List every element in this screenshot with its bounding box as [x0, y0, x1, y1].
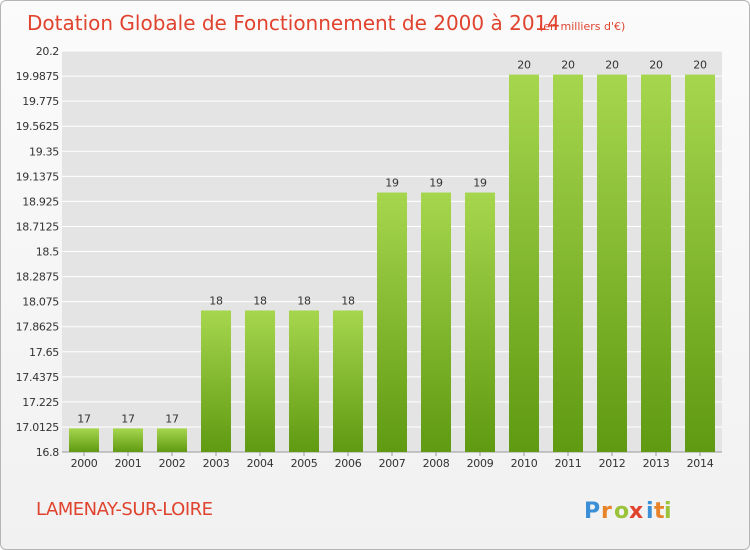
data-label: 20	[517, 59, 531, 72]
bar	[245, 310, 275, 452]
y-tick-label: 17.65	[29, 346, 59, 359]
x-tick-label: 2001	[115, 457, 142, 470]
y-tick-label: 17.0125	[16, 421, 60, 434]
y-tick-label: 17.225	[22, 396, 59, 409]
data-label: 20	[693, 59, 707, 72]
bar	[597, 74, 627, 453]
x-axis-ticks: 2000 2001 2002 2003 2004 2005 2006 2007 2008 2009…	[71, 452, 714, 470]
chart-title: Dotation Globale de Fonctionnement de 20…	[27, 11, 560, 35]
y-tick-label: 18.075	[22, 296, 59, 309]
x-tick-label: 2010	[511, 457, 538, 470]
y-tick-label: 19.35	[29, 145, 59, 158]
bar	[509, 74, 539, 453]
x-tick-label: 2002	[159, 457, 186, 470]
bar	[685, 74, 715, 453]
bar	[553, 74, 583, 453]
data-label: 19	[385, 177, 399, 190]
x-tick-label: 2011	[555, 457, 582, 470]
x-tick-label: 2004	[247, 457, 274, 470]
data-label: 18	[341, 294, 355, 307]
bar	[157, 428, 187, 452]
bars: 17 17 17 18 18 18 18 19 19 19 20 20 20 20 20	[69, 59, 715, 453]
data-label: 18	[297, 294, 311, 307]
data-label: 17	[165, 412, 179, 425]
x-tick-label: 2003	[203, 457, 230, 470]
bar	[113, 428, 143, 452]
x-tick-label: 2009	[467, 457, 494, 470]
y-axis-ticks: 20.2 19.9875 19.775 19.5625 19.35 19.1375 18.9…	[16, 45, 60, 459]
x-tick-label: 2000	[71, 457, 98, 470]
logo-letter: t	[654, 499, 665, 524]
y-tick-label: 18.5	[36, 246, 60, 259]
data-label: 17	[77, 412, 91, 425]
logo-letter: i	[646, 499, 654, 524]
bar	[641, 74, 671, 453]
y-tick-label: 17.8625	[16, 321, 60, 334]
bar	[377, 192, 407, 452]
data-label: 17	[121, 412, 135, 425]
bar	[465, 192, 495, 452]
x-tick-label: 2005	[291, 457, 318, 470]
commune-name: LAMENAY-SUR-LOIRE	[36, 499, 213, 520]
logo-letter: o	[614, 499, 629, 524]
y-tick-label: 16.8	[36, 446, 60, 459]
y-tick-label: 18.7125	[16, 220, 60, 233]
y-tick-label: 19.9875	[16, 70, 60, 83]
x-tick-label: 2006	[335, 457, 362, 470]
data-label: 18	[253, 294, 267, 307]
y-tick-label: 18.2875	[16, 271, 60, 284]
logo-letter: r	[601, 499, 612, 524]
y-tick-label: 19.775	[22, 95, 59, 108]
data-label: 20	[561, 59, 575, 72]
bar	[201, 310, 231, 452]
logo-letter: P	[584, 499, 600, 524]
y-tick-label: 19.5625	[16, 120, 60, 133]
data-label: 18	[209, 294, 223, 307]
data-label: 19	[473, 177, 487, 190]
data-label: 19	[429, 177, 443, 190]
bar	[69, 428, 99, 452]
bar	[421, 192, 451, 452]
y-tick-label: 20.2	[36, 45, 59, 58]
y-tick-label: 17.4375	[16, 371, 60, 384]
data-label: 20	[649, 59, 663, 72]
bar	[333, 310, 363, 452]
x-tick-label: 2008	[423, 457, 450, 470]
logo-letter: i	[664, 499, 672, 524]
x-tick-label: 2014	[687, 457, 714, 470]
logo-letter: x	[629, 499, 643, 524]
x-tick-label: 2013	[643, 457, 670, 470]
x-tick-label: 2007	[379, 457, 406, 470]
y-tick-label: 18.925	[22, 195, 59, 208]
y-tick-label: 19.1375	[16, 170, 60, 183]
x-tick-label: 2012	[599, 457, 626, 470]
data-label: 20	[605, 59, 619, 72]
bar	[289, 310, 319, 452]
chart-subtitle: (en milliers d'€)	[539, 20, 625, 33]
